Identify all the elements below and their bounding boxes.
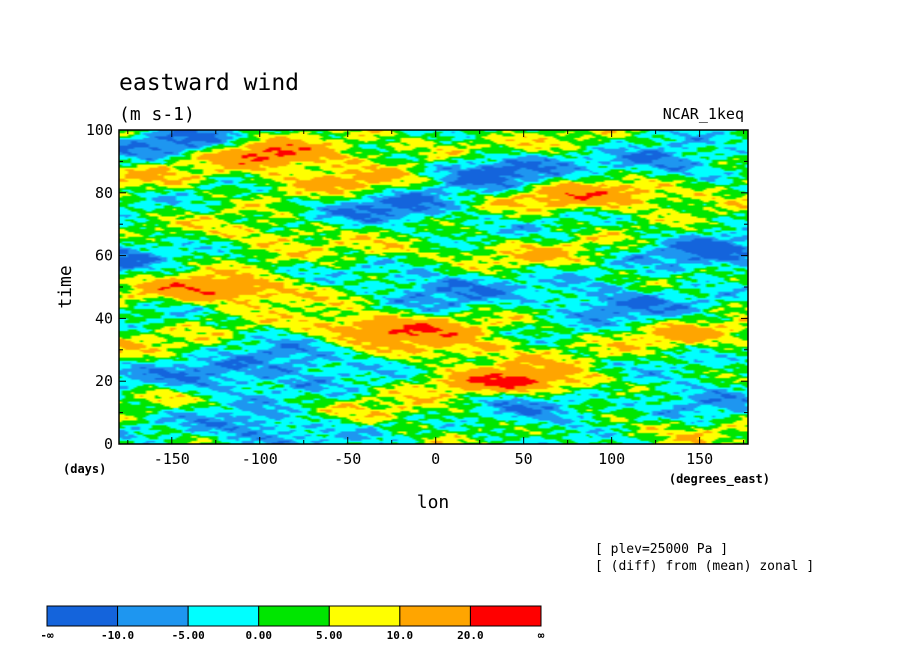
colorbar-label: 20.0	[457, 629, 484, 642]
x-tick-label: 50	[515, 450, 533, 468]
colorbar-swatch	[117, 605, 189, 627]
colorbar-label: -∞	[40, 629, 54, 642]
y-axis: 0 20 40 60 80 100	[86, 121, 748, 453]
x-tick-label: -150	[154, 450, 190, 468]
colorbar-label: -10.0	[101, 629, 134, 642]
x-tick-label: -50	[334, 450, 361, 468]
x-tick-label: 0	[431, 450, 440, 468]
chart-title: eastward wind	[119, 70, 299, 96]
chart-units: (m s-1)	[119, 104, 195, 125]
colorbar-swatch	[469, 605, 542, 627]
colorbar-label: 0.00	[245, 629, 272, 642]
x-tick-label: -100	[242, 450, 278, 468]
y-tick-label: 60	[95, 247, 113, 265]
heatmap-field	[119, 130, 748, 444]
note-diff: [ (diff) from (mean) zonal ]	[595, 559, 814, 574]
note-plev: [ plev=25000 Pa ]	[595, 542, 728, 557]
plot-area	[118, 129, 749, 445]
x-tick-label: 150	[686, 450, 713, 468]
y-tick-label: 80	[95, 184, 113, 202]
colorbar-label: -5.00	[172, 629, 205, 642]
colorbar-label: 5.00	[316, 629, 343, 642]
x-axis-label: lon	[417, 492, 450, 513]
y-tick-label: 0	[104, 435, 113, 453]
colorbar-swatch	[328, 605, 401, 627]
colorbar-swatch	[46, 605, 119, 627]
x-tick-label: 100	[598, 450, 625, 468]
x-axis-units: (degrees_east)	[669, 472, 770, 487]
colorbar-swatch	[258, 605, 330, 627]
y-axis-label: time	[55, 265, 76, 308]
experiment-label: NCAR_1keq	[663, 105, 744, 123]
colorbar-label: ∞	[538, 629, 545, 642]
colorbar-label: 10.0	[387, 629, 414, 642]
y-tick-label: 100	[86, 121, 113, 139]
x-axis: -150 -100 -50 0 50 100 150	[127, 130, 745, 468]
colorbar-swatch	[187, 605, 260, 627]
y-tick-label: 40	[95, 309, 113, 327]
colorbar: -∞ -10.0 -5.00 0.00 5.00 10.0 20.0 ∞	[40, 605, 545, 642]
y-axis-units: (days)	[63, 462, 106, 476]
y-tick-label: 20	[95, 372, 113, 390]
colorbar-swatch	[399, 605, 471, 627]
